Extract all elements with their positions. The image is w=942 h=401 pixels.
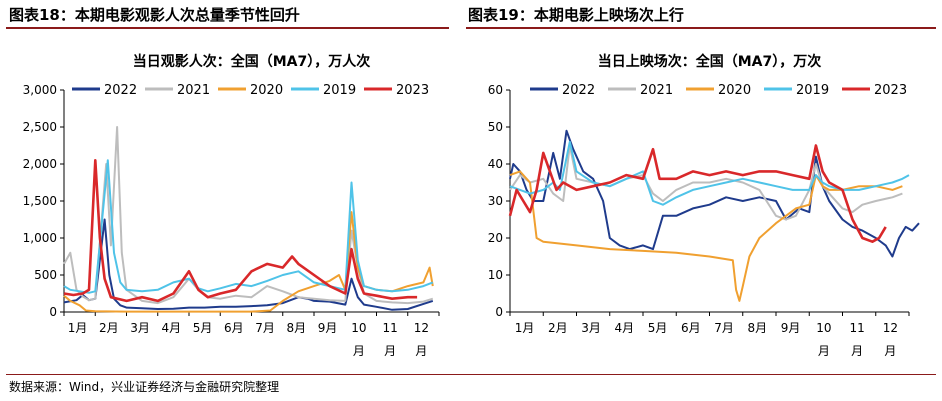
left-series-2023	[63, 159, 418, 303]
left-chart-title: 当日观影人次：全国（MA7），万人次	[133, 53, 371, 70]
left-y-tick-label: 2,000	[23, 157, 57, 171]
left-x-tick-label: 5月	[193, 321, 213, 335]
right-x-tick-label: 10	[816, 321, 831, 335]
source-note: 数据来源：Wind，兴业证券经济与金融研究院整理	[9, 380, 280, 394]
left-y-tick-label: 1,000	[23, 231, 57, 245]
left-x-tick-label: 11	[382, 321, 397, 335]
right-y-tick-label: 0	[495, 305, 503, 319]
left-y-tick-label: 2,500	[23, 120, 57, 134]
right-x-tick-label: 12	[883, 321, 898, 335]
right-x-tick-label-unit: 月	[884, 344, 896, 358]
left-x-tick-label: 4月	[162, 321, 182, 335]
right-series-2023	[508, 144, 887, 243]
left-x-tick-label-unit: 月	[384, 344, 396, 358]
left-x-tick-label-unit: 月	[353, 344, 365, 358]
right-series-2022	[509, 129, 920, 258]
right-x-tick-label: 9月	[781, 321, 801, 335]
left-x-tick-label: 10	[351, 321, 366, 335]
right-y-tick-label: 60	[488, 83, 503, 97]
source-rule	[6, 374, 936, 375]
left-x-tick-label: 8月	[287, 321, 307, 335]
right-y-tick-label: 20	[488, 231, 503, 245]
right-x-tick-label: 7月	[714, 321, 734, 335]
right-y-tick-label: 30	[488, 194, 503, 208]
right-x-tick-label: 2月	[548, 321, 568, 335]
right-y-tick-label: 50	[488, 120, 503, 134]
left-y-tick-label: 1,500	[23, 194, 57, 208]
left-x-tick-label: 12	[414, 321, 429, 335]
left-legend-label-2023: 2023	[396, 83, 429, 98]
left-x-tick-label-unit: 月	[415, 344, 427, 358]
right-chart: 当日上映场次：全国（MA7），万次 0 10 20 30 40 50 60 1月 2月 3月 4月 5月…	[488, 53, 920, 358]
left-legend-label-2020: 2020	[250, 83, 283, 98]
left-x-tick-label: 9月	[318, 321, 338, 335]
right-series-2020	[509, 170, 903, 302]
left-x-tick-label: 1月	[68, 321, 88, 335]
right-x-tick-label: 11	[849, 321, 864, 335]
right-x-tick-label-unit: 月	[851, 344, 863, 358]
right-series-2021	[509, 144, 903, 221]
left-y-tick-label: 500	[34, 268, 57, 282]
right-x-tick-label: 3月	[581, 321, 601, 335]
left-y-tick-label: 3,000	[23, 83, 57, 97]
right-legend-label-2022: 2022	[562, 83, 595, 98]
left-x-tick-label: 3月	[130, 321, 150, 335]
left-legend-label-2019: 2019	[323, 83, 356, 98]
right-x-tick-label: 8月	[748, 321, 768, 335]
left-series-2019	[63, 159, 434, 294]
right-chart-title: 当日上映场次：全国（MA7），万次	[598, 53, 822, 70]
right-figure-title: 图表19：本期电影上映场次上行	[468, 6, 684, 24]
left-legend-label-2022: 2022	[104, 83, 137, 98]
left-legend-label-2021: 2021	[177, 83, 210, 98]
left-y-tick-label: 0	[49, 305, 57, 319]
right-x-tick-label-unit: 月	[818, 344, 830, 358]
right-x-tick-label: 5月	[648, 321, 668, 335]
right-title-rule	[466, 27, 936, 29]
right-x-tick-label: 4月	[615, 321, 635, 335]
left-series-2022	[63, 218, 434, 311]
right-y-tick-label: 40	[488, 157, 503, 171]
left-x-tick-label: 2月	[99, 321, 119, 335]
right-legend-label-2019: 2019	[796, 83, 829, 98]
left-x-tick-label: 6月	[224, 321, 244, 335]
left-chart: 当日观影人次：全国（MA7），万人次 0 500 1,000 1,500 2,000 2,5…	[23, 53, 440, 358]
right-legend-label-2020: 2020	[718, 83, 751, 98]
left-title-rule	[6, 27, 449, 29]
right-x-tick-label: 1月	[515, 321, 535, 335]
left-x-tick-label: 7月	[255, 321, 275, 335]
right-legend-label-2021: 2021	[640, 83, 673, 98]
right-x-tick-label: 6月	[681, 321, 701, 335]
right-y-tick-label: 10	[488, 268, 503, 282]
right-legend-label-2023: 2023	[874, 83, 907, 98]
left-figure-title: 图表18：本期电影观影人次总量季节性回升	[9, 6, 300, 24]
